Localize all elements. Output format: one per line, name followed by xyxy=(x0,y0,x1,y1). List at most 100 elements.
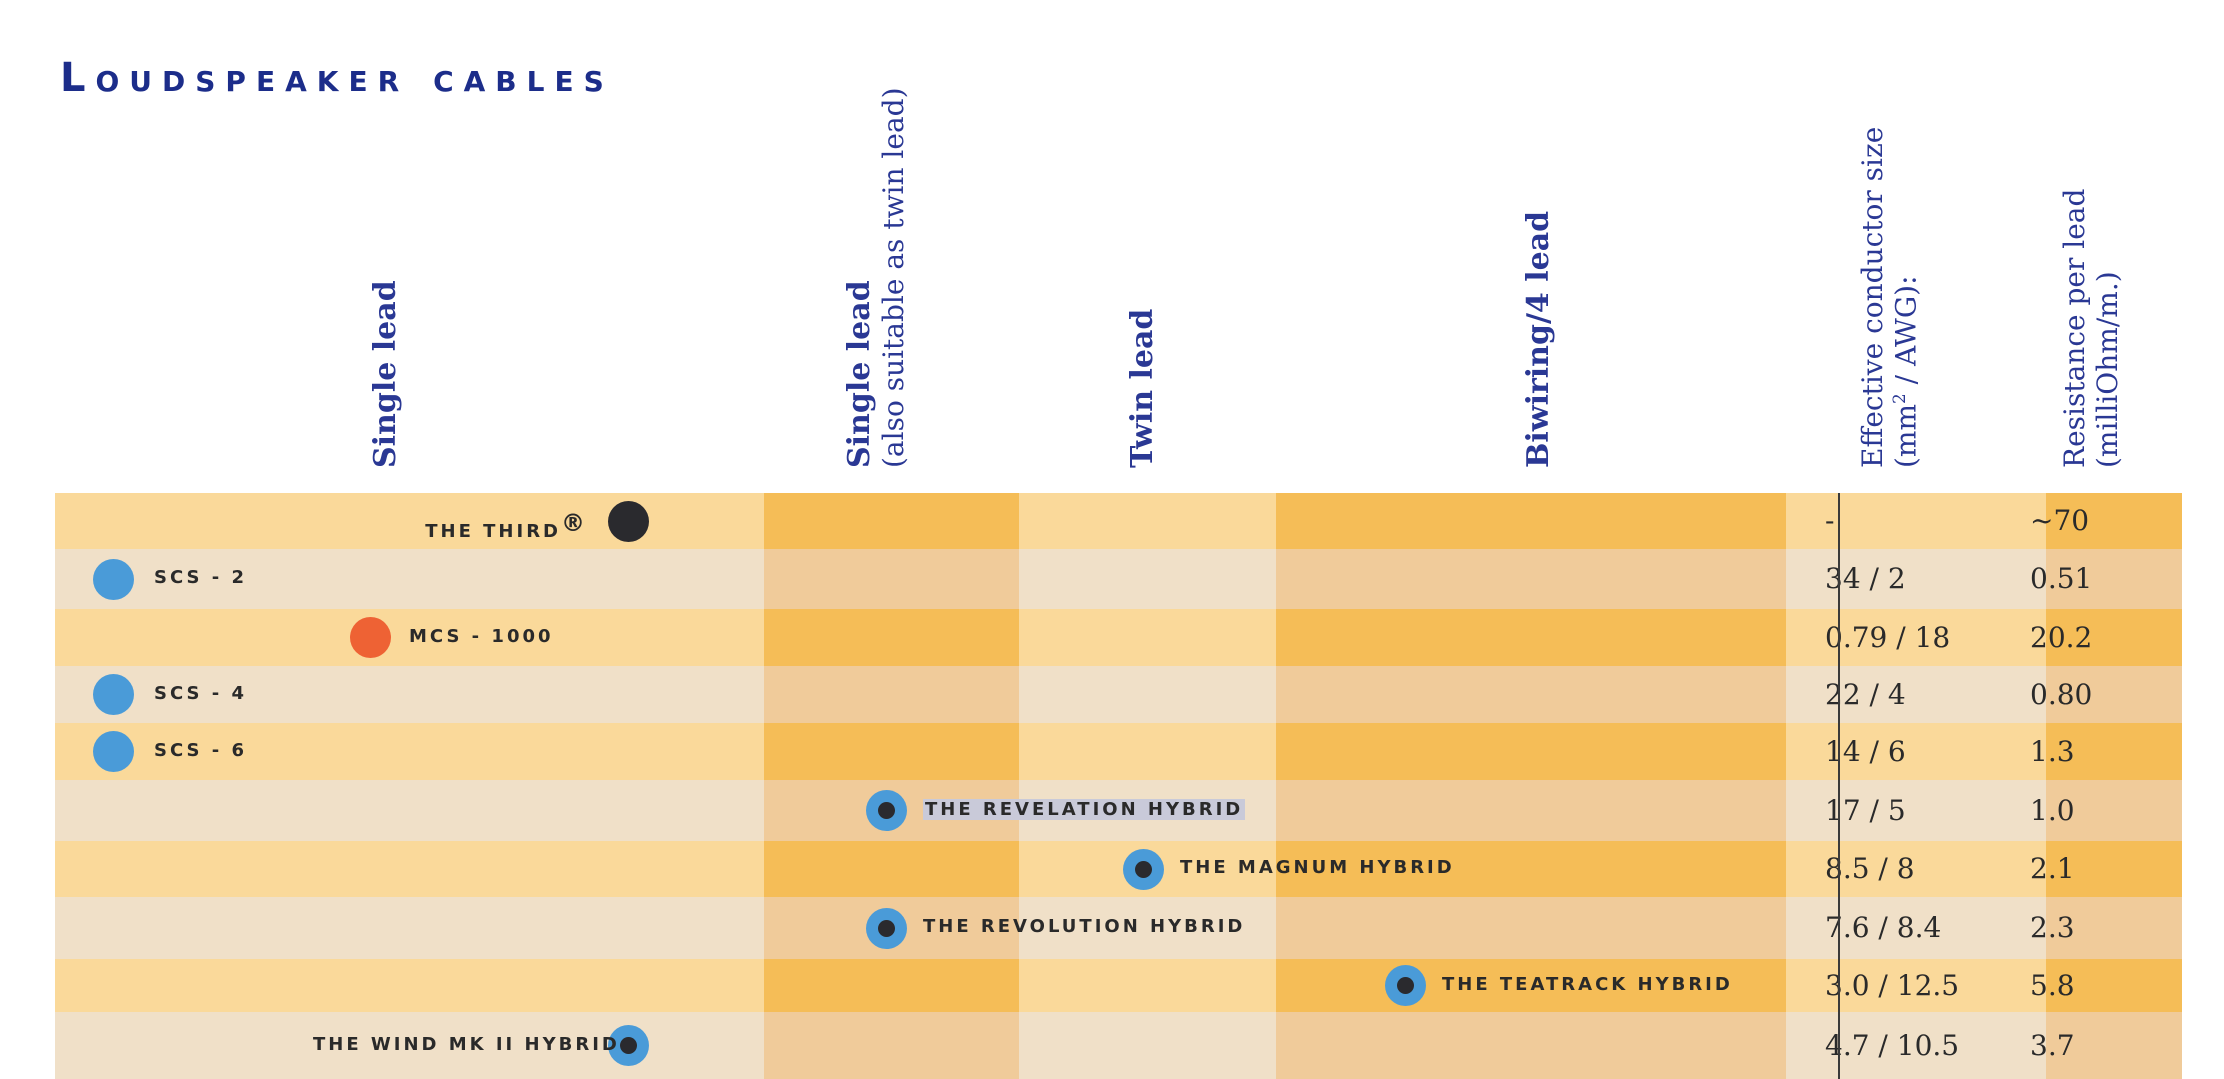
table-cell xyxy=(1276,959,1786,1012)
orange-dot-icon xyxy=(350,617,391,658)
blue-dot-icon xyxy=(93,674,134,715)
product-name: SCS - 4 xyxy=(154,683,247,704)
table-cell xyxy=(764,1012,1019,1079)
table-cell xyxy=(764,666,1019,723)
table-cell xyxy=(55,959,764,1012)
hybrid-cable-icon xyxy=(866,790,907,831)
product-name: The Third® xyxy=(425,509,585,542)
table-cell xyxy=(55,841,764,897)
table-cell xyxy=(2046,1012,2182,1079)
table-cell xyxy=(1276,841,1786,897)
table-row: The Magnum Hybrid 8.5 / 8 2.1 xyxy=(55,841,2182,897)
table-row: The Third® - ~70 xyxy=(55,493,2182,549)
table-cell xyxy=(2046,549,2182,609)
table-cell xyxy=(1786,549,2046,609)
header-conductor-size-line2: (mm2 / AWG): xyxy=(1889,275,1923,468)
table-cell xyxy=(1786,780,2046,841)
header-resistance-line1: Resistance per lead xyxy=(2058,188,2091,468)
table-cell xyxy=(1019,549,1276,609)
table-cell xyxy=(764,549,1019,609)
table-cell xyxy=(2046,493,2182,549)
table-cell xyxy=(1019,723,1276,780)
hybrid-cable-icon xyxy=(866,908,907,949)
conductor-size-value: 3.0 / 12.5 xyxy=(1825,969,1960,1002)
product-name: SCS - 2 xyxy=(154,567,247,588)
registered-mark: ® xyxy=(561,509,585,537)
table-row: The Revelation Hybrid 17 / 5 1.0 xyxy=(55,780,2182,841)
table-cell xyxy=(2046,841,2182,897)
table-cell xyxy=(55,493,764,549)
table-cell xyxy=(1019,897,1276,959)
resistance-value: ~70 xyxy=(2030,504,2090,537)
table-cell xyxy=(1276,609,1786,666)
table-cell xyxy=(1019,1012,1276,1079)
conductor-size-value: 7.6 / 8.4 xyxy=(1825,911,1942,944)
conductor-size-value: 0.79 / 18 xyxy=(1825,621,1951,654)
table-cell xyxy=(764,723,1019,780)
header-resistance-line2: (milliOhm/m.) xyxy=(2091,271,2124,468)
hybrid-cable-icon xyxy=(608,1025,649,1066)
resistance-value: 1.0 xyxy=(2030,794,2075,827)
table-cell xyxy=(1276,723,1786,780)
header-single-twin-note: (also suitable as twin lead) xyxy=(877,87,910,469)
table-cell xyxy=(1786,897,2046,959)
header-resistance: Resistance per lead (milliOhm/m.) xyxy=(2058,189,2124,468)
table-cell xyxy=(1019,666,1276,723)
blue-dot-icon xyxy=(93,731,134,772)
table-cell xyxy=(2046,723,2182,780)
table-cell xyxy=(1786,723,2046,780)
table-cell xyxy=(2046,780,2182,841)
table-row: The Revolution Hybrid 7.6 / 8.4 2.3 xyxy=(55,897,2182,959)
product-name: The Revelation Hybrid xyxy=(923,799,1246,820)
resistance-value: 0.51 xyxy=(2030,562,2093,595)
hybrid-core-icon xyxy=(620,1037,637,1054)
hybrid-core-icon xyxy=(878,802,895,819)
column-divider xyxy=(1838,493,1840,1079)
table-row: SCS - 4 22 / 4 0.80 xyxy=(55,666,2182,723)
table-cell xyxy=(1786,609,2046,666)
product-name: The Wind MK II Hybrid xyxy=(313,1034,620,1055)
table-cell xyxy=(55,666,764,723)
table-cell xyxy=(1786,666,2046,723)
table-cell xyxy=(2046,897,2182,959)
header-biwiring: Biwiring/4 lead xyxy=(1521,210,1556,468)
resistance-value: 1.3 xyxy=(2030,735,2075,768)
product-name: MCS - 1000 xyxy=(409,626,554,647)
table-cell xyxy=(1276,549,1786,609)
table-cell xyxy=(1019,959,1276,1012)
table-cell xyxy=(1276,1012,1786,1079)
table-cell xyxy=(55,609,764,666)
table-row: MCS - 1000 0.79 / 18 20.2 xyxy=(55,609,2182,666)
header-conductor-size: Effective conductor size (mm2 / AWG): xyxy=(1856,127,1922,468)
table-cell xyxy=(2046,959,2182,1012)
table-cell xyxy=(1019,609,1276,666)
product-name: The Teatrack Hybrid xyxy=(1442,974,1733,995)
header-conductor-size-line1: Effective conductor size xyxy=(1856,126,1889,468)
resistance-value: 2.1 xyxy=(2030,852,2075,885)
table-row: The Wind MK II Hybrid 4.7 / 10.5 3.7 xyxy=(55,1012,2182,1079)
cable-table: The Third® - ~70 SCS - 2 34 / 2 0.51 MCS - 100… xyxy=(55,493,2182,1079)
table-cell xyxy=(1786,841,2046,897)
table-cell xyxy=(1276,666,1786,723)
header-twin-lead: Twin lead xyxy=(1125,308,1160,468)
header-single-lead: Single lead xyxy=(368,280,403,468)
table-row: SCS - 6 14 / 6 1.3 xyxy=(55,723,2182,780)
header-single-twin: Single lead (also suitable as twin lead) xyxy=(842,88,910,469)
table-cell xyxy=(55,723,764,780)
table-cell xyxy=(55,897,764,959)
product-name: The Revolution Hybrid xyxy=(923,916,1246,937)
resistance-value: 0.80 xyxy=(2030,678,2093,711)
table-cell xyxy=(1276,780,1786,841)
table-row: The Teatrack Hybrid 3.0 / 12.5 5.8 xyxy=(55,959,2182,1012)
header-single-twin-main: Single lead xyxy=(842,280,877,468)
resistance-value: 3.7 xyxy=(2030,1029,2075,1062)
hybrid-cable-icon xyxy=(1123,849,1164,890)
conductor-size-value: 4.7 / 10.5 xyxy=(1825,1029,1960,1062)
product-name: SCS - 6 xyxy=(154,740,247,761)
conductor-size-value: - xyxy=(1825,504,1835,537)
blue-dot-icon xyxy=(93,559,134,600)
table-cell xyxy=(1786,493,2046,549)
table-cell xyxy=(1276,897,1786,959)
resistance-value: 5.8 xyxy=(2030,969,2075,1002)
hybrid-core-icon xyxy=(1135,861,1152,878)
